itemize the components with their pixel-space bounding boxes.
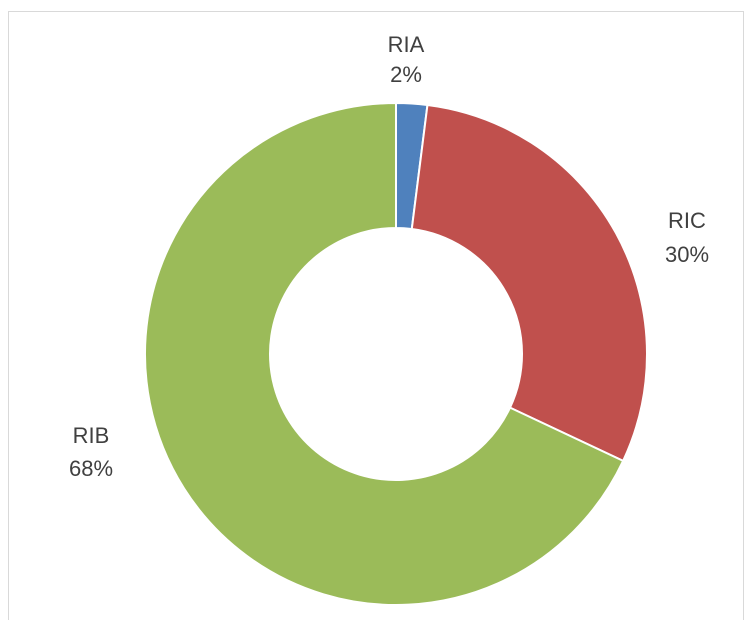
slice-label-ric-value: 30% (665, 242, 709, 267)
donut-slice-rib (144, 101, 625, 606)
slice-label-ria-value: 2% (390, 62, 422, 87)
donut-slice-ric (410, 103, 648, 463)
labels-layer: RIA 2% RIC 30% RIB 68% (69, 32, 709, 481)
slice-label-ria-name: RIA (388, 32, 425, 57)
slice-label-rib-value: 68% (69, 456, 113, 481)
slice-label-ric-name: RIC (668, 208, 706, 233)
slice-label-rib-name: RIB (73, 423, 110, 448)
slices-layer (144, 101, 648, 606)
